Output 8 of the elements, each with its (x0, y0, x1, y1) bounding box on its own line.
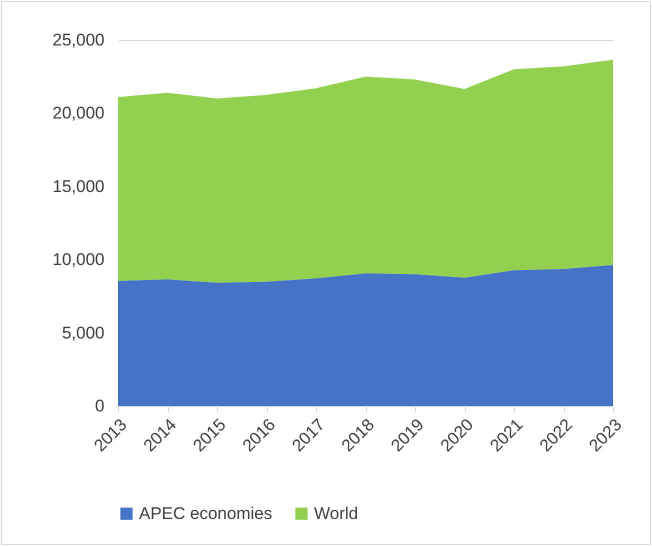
y-tick-label: 0 (95, 396, 104, 416)
y-tick-label: 20,000 (52, 104, 104, 123)
legend-label: APEC economies (139, 504, 272, 523)
legend-label: World (314, 504, 358, 523)
y-tick-label: 15,000 (52, 176, 104, 196)
y-tick-label: 5,000 (62, 323, 104, 342)
y-tick-label: 25,000 (52, 30, 104, 50)
y-tick-label: 10,000 (52, 250, 104, 270)
